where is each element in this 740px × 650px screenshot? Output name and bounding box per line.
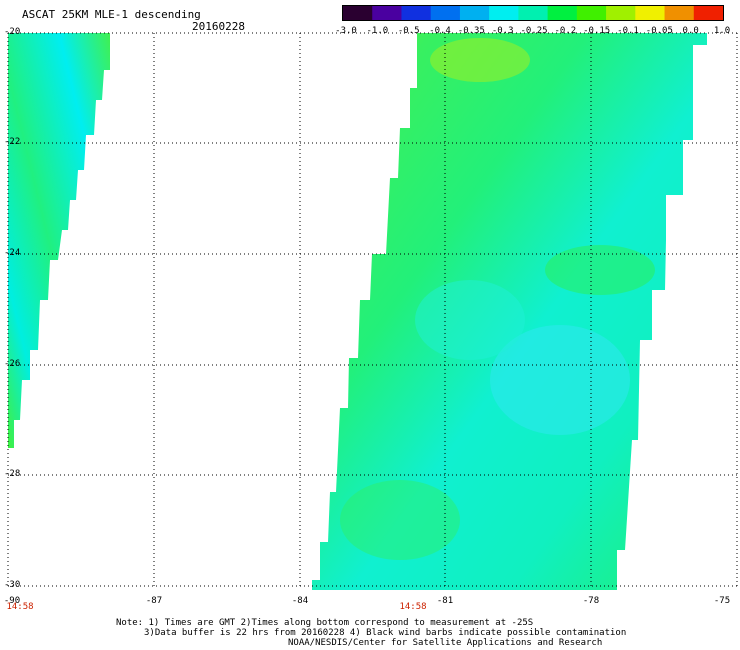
lat-label: -28: [4, 469, 21, 479]
colorbar-swatch: [693, 6, 724, 20]
colorbar-tick-label: -0.25: [520, 26, 548, 36]
colorbar-tick-label: -0.5: [397, 26, 420, 36]
lon-gridlines: [7, 33, 738, 586]
colorbar-swatch: [430, 6, 461, 20]
lat-label: -24: [4, 248, 21, 258]
swath-east-patch: [415, 280, 525, 360]
colorbar-tick-label: -0.1: [617, 26, 639, 36]
note-line-3: NOAA/NESDIS/Center for Satellite Applica…: [288, 638, 603, 648]
colorbar-tick-label: -0.35: [457, 26, 485, 36]
colorbar-swatch: [372, 6, 402, 20]
lon-label: -81: [436, 596, 454, 606]
swath-east-patch: [340, 480, 460, 560]
swath-east-patch: [490, 325, 630, 435]
colorbar-tick-label: 1.0: [713, 26, 731, 36]
colorbar-tick-label: -1.0: [366, 26, 389, 36]
lat-label: -22: [4, 137, 21, 147]
colorbar-labels: -3.0 -1.0 -0.5 -0.4 -0.35 -0.3 -0.25 -0.2 -0.15-…: [330, 26, 740, 38]
pass-time-east: 14:58: [399, 602, 427, 612]
colorbar-border: [342, 5, 724, 21]
lon-label: -90: [3, 596, 21, 606]
note-line-2: 3)Data buffer is 22 hrs from 20160228 4)…: [144, 628, 627, 638]
colorbar-tick-label: 0.0: [682, 26, 699, 36]
lat-label: -30: [4, 580, 21, 590]
lon-label: -87: [145, 596, 163, 606]
colorbar-tick-label: -0.15: [583, 26, 611, 36]
colorbar-swatch: [606, 6, 636, 20]
swath-west: [8, 33, 110, 448]
colorbar-swatch: [664, 6, 695, 20]
footnotes: Note: 1) Times are GMT 2)Times along bot…: [116, 618, 626, 648]
lat-label: -20: [4, 27, 21, 37]
lon-label: -75: [713, 596, 731, 606]
swath-east-patch: [430, 38, 530, 82]
colorbar-swatch: [401, 6, 432, 20]
colorbar-swatch: [459, 6, 490, 20]
colorbar-swatch: [547, 6, 578, 20]
swath-east-patch: [545, 245, 655, 295]
colorbar-tick-label: -3.0: [335, 26, 357, 36]
colorbar-tick-label: -0.05: [645, 26, 673, 36]
colorbar-tick-label: -0.3: [491, 26, 514, 36]
note-line-1: Note: 1) Times are GMT 2)Times along bot…: [116, 618, 534, 628]
map-date: 20160228: [192, 20, 245, 33]
colorbar-swatch: [635, 6, 666, 20]
lon-label: -78: [582, 596, 600, 606]
colorbar-swatch: [489, 6, 519, 20]
colorbar-tick-label: -0.4: [429, 26, 451, 36]
colorbar-swatch: [576, 6, 607, 20]
lat-gridlines: [8, 32, 737, 587]
colorbar-swatch: [518, 6, 549, 20]
colorbar: [342, 5, 724, 21]
lon-label: -84: [291, 596, 309, 606]
map-title: ASCAT 25KM MLE-1 descending: [22, 8, 201, 21]
colorbar-tick-label: -0.2: [554, 26, 577, 36]
pass-time-west: 14:58: [6, 602, 34, 612]
colorbar-swatch: [343, 6, 373, 20]
lat-label: -26: [4, 359, 21, 369]
